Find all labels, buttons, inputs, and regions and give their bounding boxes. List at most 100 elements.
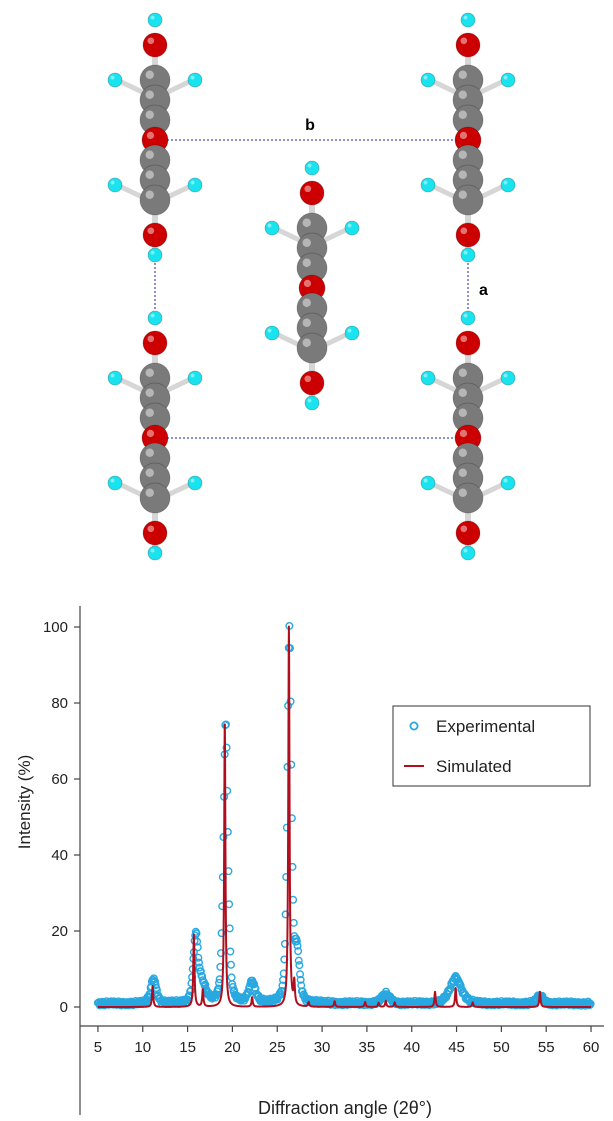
molecule-bottom-left-oxygen-middle-highlight xyxy=(146,429,155,438)
molecule-center-carbon-upper-1-highlight xyxy=(302,238,311,247)
molecule-top-right-oxygen-bottom xyxy=(455,222,481,248)
y-axis-label: Intensity (%) xyxy=(15,755,34,849)
molecule-bottom-right-hydrogen-bottom xyxy=(460,545,476,561)
molecule-top-left-carbon-lower-2 xyxy=(139,184,171,216)
molecule-bottom-right-hydrogen-side-3 xyxy=(500,475,516,491)
molecule-bottom-left-hydrogen-side-1-highlight xyxy=(190,373,195,378)
molecule-bottom-right-oxygen-bottom xyxy=(455,520,481,546)
molecule-top-right-hydrogen-side-1 xyxy=(500,72,516,88)
molecule-center-oxygen-bottom-highlight xyxy=(304,375,312,383)
molecule-center-oxygen-top xyxy=(299,180,325,206)
molecule-center-hydrogen-side-3 xyxy=(344,325,360,341)
experimental-point-215 xyxy=(228,982,237,991)
molecule-center-hydrogen-side-0 xyxy=(264,220,280,236)
legend-simulated-label: Simulated xyxy=(436,757,512,776)
molecule-top-right-hydrogen-side-0-highlight xyxy=(423,75,428,80)
molecule-top-left-hydrogen-side-0 xyxy=(107,72,123,88)
molecule-top-right-carbon-lower-0-highlight xyxy=(458,150,467,159)
molecule-top-right-carbon-upper-2-highlight xyxy=(458,110,467,119)
molecule-top-right-hydrogen-side-3-highlight xyxy=(503,180,508,185)
molecule-bottom-right-oxygen-middle-highlight xyxy=(459,429,468,438)
molecule-center-carbon-lower-0-highlight xyxy=(302,298,311,307)
molecule-top-left-hydrogen-top xyxy=(147,12,163,28)
experimental-point-323 xyxy=(296,975,305,984)
xrd-chart: 0 20 40 60 80 100 5 10 15 20 25 30 35 40 45 50 55 60 Inte… xyxy=(15,606,604,1118)
y-tick-label-20: 20 xyxy=(51,923,68,940)
simulated-series xyxy=(97,625,592,1008)
molecule-top-left-carbon-upper-0-highlight xyxy=(145,70,154,79)
experimental-point-307 xyxy=(286,697,295,706)
experimental-point-213 xyxy=(227,973,236,982)
x-tick-label-10: 10 xyxy=(134,1039,151,1056)
experimental-series xyxy=(93,621,595,1010)
experimental-point-312 xyxy=(289,918,298,927)
x-tick-label-60: 60 xyxy=(583,1039,600,1056)
molecule-bottom-right-carbon-upper-1-highlight xyxy=(458,388,467,397)
molecule-center-hydrogen-side-1 xyxy=(344,220,360,236)
molecule-top-left-hydrogen-side-2 xyxy=(107,177,123,193)
molecule-top-left-oxygen-bottom-highlight xyxy=(147,227,155,235)
molecule-top-right-oxygen-middle-highlight xyxy=(459,131,468,140)
molecule-top-right-hydrogen-top-highlight xyxy=(463,15,468,20)
molecule-bottom-left-hydrogen-side-2-highlight xyxy=(110,478,115,483)
molecule-bottom-left-carbon-lower-1-highlight xyxy=(145,468,154,477)
molecule-bottom-left-hydrogen-side-3-highlight xyxy=(190,478,195,483)
experimental-point-320 xyxy=(294,956,303,965)
experimental-point-157 xyxy=(192,929,201,938)
molecule-top-right-carbon-lower-1-highlight xyxy=(458,170,467,179)
molecule-center-hydrogen-bottom xyxy=(304,395,320,411)
experimental-point-319 xyxy=(294,947,303,956)
experimental-point-317 xyxy=(292,937,301,946)
molecule-bottom-right-hydrogen-side-0-highlight xyxy=(423,373,428,378)
molecule-top-right-hydrogen-bottom xyxy=(460,247,476,263)
molecule-bottom-right-hydrogen-side-2 xyxy=(420,475,436,491)
molecule-center-hydrogen-top xyxy=(304,160,320,176)
x-tick-label-50: 50 xyxy=(493,1039,510,1056)
x-tick-label-25: 25 xyxy=(269,1039,286,1056)
molecule-top-left-hydrogen-bottom xyxy=(147,247,163,263)
molecule-top-right-carbon-upper-0-highlight xyxy=(458,70,467,79)
molecule-center-carbon-lower-2 xyxy=(296,332,328,364)
x-tick-label-45: 45 xyxy=(448,1039,465,1056)
molecule-top-left-hydrogen-side-3 xyxy=(187,177,203,193)
molecule-top-left-hydrogen-side-3-highlight xyxy=(190,180,195,185)
x-tick-label-55: 55 xyxy=(538,1039,555,1056)
molecule-top-left-hydrogen-side-2-highlight xyxy=(110,180,115,185)
molecule-bottom-left-oxygen-bottom xyxy=(142,520,168,546)
axis-b-label: b xyxy=(305,117,315,134)
molecule-center-hydrogen-top-highlight xyxy=(307,163,312,168)
molecule-bottom-left-carbon-upper-2-highlight xyxy=(145,408,154,417)
molecule-center-hydrogen-side-1-highlight xyxy=(347,223,352,228)
molecule-bottom-right-hydrogen-side-2-highlight xyxy=(423,478,428,483)
molecule-center-hydrogen-side-2-highlight xyxy=(267,328,272,333)
molecule-bottom-right-carbon-lower-0-highlight xyxy=(458,448,467,457)
x-tick-label-40: 40 xyxy=(403,1039,420,1056)
molecule-center-carbon-lower-1-highlight xyxy=(302,318,311,327)
molecule-bottom-left-hydrogen-side-0-highlight xyxy=(110,373,115,378)
molecule-bottom-right-oxygen-bottom-highlight xyxy=(460,525,468,533)
experimental-point-211 xyxy=(226,947,235,956)
molecule-center-hydrogen-bottom-highlight xyxy=(307,398,312,403)
axis-a-label: a xyxy=(479,282,488,299)
molecule-top-right-oxygen-top xyxy=(455,32,481,58)
molecule-top-right-hydrogen-side-3 xyxy=(500,177,516,193)
molecule-bottom-right-carbon-lower-1-highlight xyxy=(458,468,467,477)
molecule-top-right-oxygen-bottom-highlight xyxy=(460,227,468,235)
molecule-center-carbon-upper-0-highlight xyxy=(302,218,311,227)
simulated-line xyxy=(97,625,592,1008)
molecules-layer xyxy=(107,12,516,561)
experimental-point-210 xyxy=(225,924,234,933)
experimental-point-197 xyxy=(217,929,226,938)
molecule-center-hydrogen-side-0-highlight xyxy=(267,223,272,228)
molecule-top-right-hydrogen-side-2-highlight xyxy=(423,180,428,185)
chart-axes xyxy=(79,606,604,1115)
molecule-bottom-left-hydrogen-side-0 xyxy=(107,370,123,386)
experimental-point-321 xyxy=(295,961,304,970)
molecule-bottom-left-hydrogen-bottom xyxy=(147,545,163,561)
molecule-center-oxygen-bottom xyxy=(299,370,325,396)
molecule-top-left-carbon-upper-2-highlight xyxy=(145,110,154,119)
molecule-bottom-right-hydrogen-side-3-highlight xyxy=(503,478,508,483)
molecule-top-left-hydrogen-side-1 xyxy=(187,72,203,88)
experimental-point-251 xyxy=(251,984,260,993)
molecule-top-left-hydrogen-side-0-highlight xyxy=(110,75,115,80)
